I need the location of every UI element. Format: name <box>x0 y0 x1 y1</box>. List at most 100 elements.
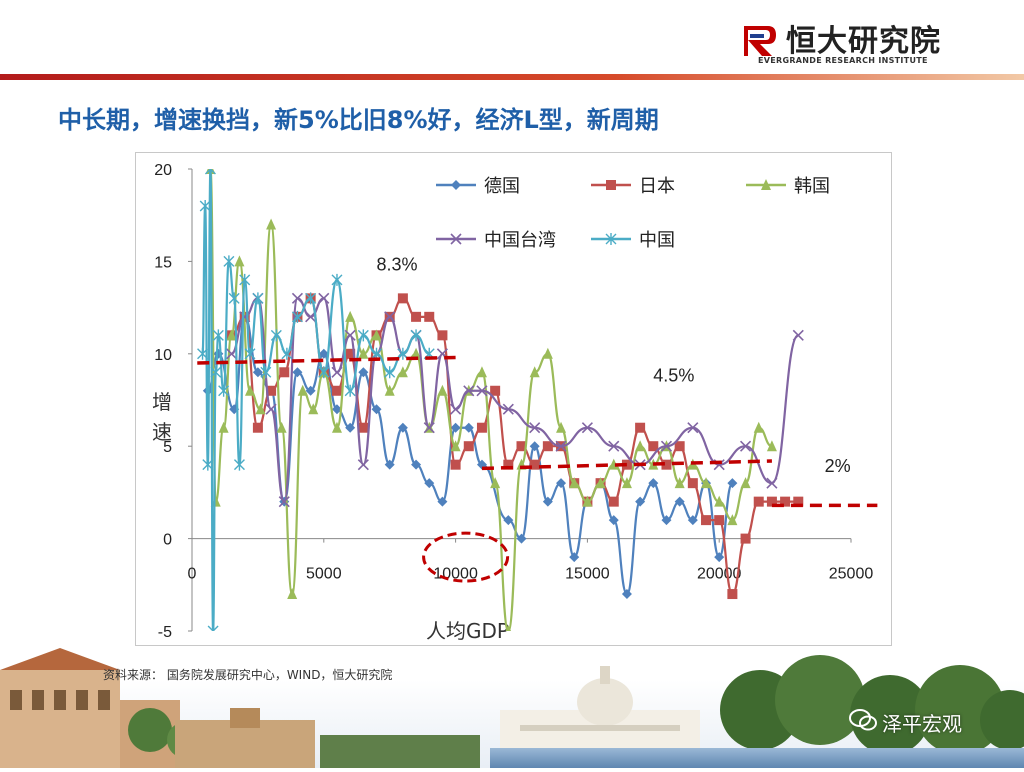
data-point-japan <box>766 496 777 507</box>
data-point-korea <box>529 366 540 378</box>
legend-marker <box>451 180 461 190</box>
legend-marker <box>450 233 462 245</box>
data-point-taiwan <box>766 477 778 489</box>
data-point-korea <box>542 347 553 359</box>
wechat-icon <box>849 709 877 731</box>
data-point-japan <box>463 441 474 452</box>
footer-scenery <box>0 640 1024 768</box>
data-point-taiwan <box>318 292 330 304</box>
data-point-korea <box>218 421 229 433</box>
data-point-korea <box>266 218 277 230</box>
data-point-china <box>331 273 343 286</box>
data-point-korea <box>608 458 619 470</box>
data-point-china <box>260 366 272 379</box>
y-tick-label: -5 <box>158 624 172 641</box>
data-point-germany <box>503 515 514 526</box>
data-point-china <box>212 329 224 342</box>
data-point-china <box>410 329 422 342</box>
data-point-taiwan <box>291 292 304 304</box>
data-point-china <box>357 329 369 342</box>
data-point-germany <box>529 441 540 452</box>
data-point-china <box>223 255 235 268</box>
data-point-japan <box>635 422 646 433</box>
data-point-japan <box>424 311 435 322</box>
data-point-china <box>228 292 240 305</box>
data-point-japan <box>529 459 540 470</box>
data-point-korea <box>255 403 266 415</box>
plot-area <box>197 169 804 631</box>
data-point-germany <box>648 478 659 489</box>
data-point-korea <box>210 495 221 507</box>
data-point-korea <box>244 384 255 396</box>
data-point-taiwan <box>423 422 435 434</box>
data-point-germany <box>727 478 738 489</box>
data-point-china <box>305 292 317 305</box>
brand-subtitle: EVERGRANDE RESEARCH INSTITUTE <box>758 56 928 65</box>
legend-item: 韩国 <box>794 176 830 197</box>
data-point-japan <box>331 385 342 396</box>
data-point-taiwan <box>357 459 369 471</box>
data-point-korea <box>476 366 487 378</box>
data-point-taiwan <box>450 403 462 415</box>
data-point-korea <box>621 477 632 489</box>
data-point-japan <box>674 441 685 452</box>
data-point-china <box>252 292 264 305</box>
data-point-taiwan <box>502 403 514 415</box>
annotation-label: 8.3% <box>377 255 418 275</box>
data-point-germany <box>305 385 316 396</box>
data-point-korea <box>727 514 738 526</box>
data-point-germany <box>345 422 356 433</box>
data-point-japan <box>714 515 725 526</box>
data-point-japan <box>476 422 487 433</box>
highlight-circle <box>422 531 510 583</box>
data-point-korea <box>308 403 319 415</box>
data-point-germany <box>556 478 567 489</box>
data-point-korea <box>371 329 382 341</box>
data-point-korea <box>345 310 356 322</box>
data-point-china <box>218 384 230 397</box>
y-tick-label: 10 <box>154 347 172 364</box>
data-point-china <box>344 384 356 397</box>
data-point-korea <box>714 495 725 507</box>
reference-line <box>481 459 772 471</box>
data-point-japan <box>753 496 764 507</box>
data-point-taiwan <box>265 403 277 415</box>
legend-item: 德国 <box>484 176 520 197</box>
data-point-korea <box>411 347 422 359</box>
data-point-korea <box>569 477 580 489</box>
data-point-korea <box>331 421 342 433</box>
data-point-korea <box>556 421 567 433</box>
evergrande-logo-icon <box>744 26 776 56</box>
legend-marker <box>761 179 771 190</box>
legend-item: 日本 <box>639 176 675 197</box>
data-point-germany <box>331 404 342 415</box>
data-point-taiwan <box>225 348 238 360</box>
x-tick-label: 5000 <box>306 566 342 583</box>
data-point-germany <box>635 496 646 507</box>
data-point-germany <box>437 496 448 507</box>
data-point-japan <box>279 367 290 378</box>
series-line-china <box>201 169 430 631</box>
data-point-japan <box>701 515 712 526</box>
data-point-germany <box>569 552 580 563</box>
data-point-japan <box>727 589 738 600</box>
data-point-taiwan <box>476 385 488 397</box>
data-point-germany <box>318 348 329 359</box>
data-point-taiwan <box>608 440 620 452</box>
legend-item: 中国 <box>639 230 675 251</box>
data-point-japan <box>621 459 632 470</box>
footer-scenery-illustration <box>0 648 1024 768</box>
data-point-taiwan <box>581 422 593 434</box>
y-tick-label: 15 <box>154 254 172 271</box>
data-point-japan <box>411 311 422 322</box>
data-point-taiwan <box>384 311 396 323</box>
data-point-japan <box>648 441 659 452</box>
data-point-germany <box>714 552 725 563</box>
source-note: 资料来源： 国务院发展研究中心，WIND，恒大研究院 <box>103 668 393 682</box>
data-point-china <box>291 310 303 323</box>
data-point-korea <box>276 421 287 433</box>
data-point-germany <box>463 422 474 433</box>
data-point-germany <box>371 404 382 415</box>
brand-name: 恒大研究院 <box>786 24 941 59</box>
